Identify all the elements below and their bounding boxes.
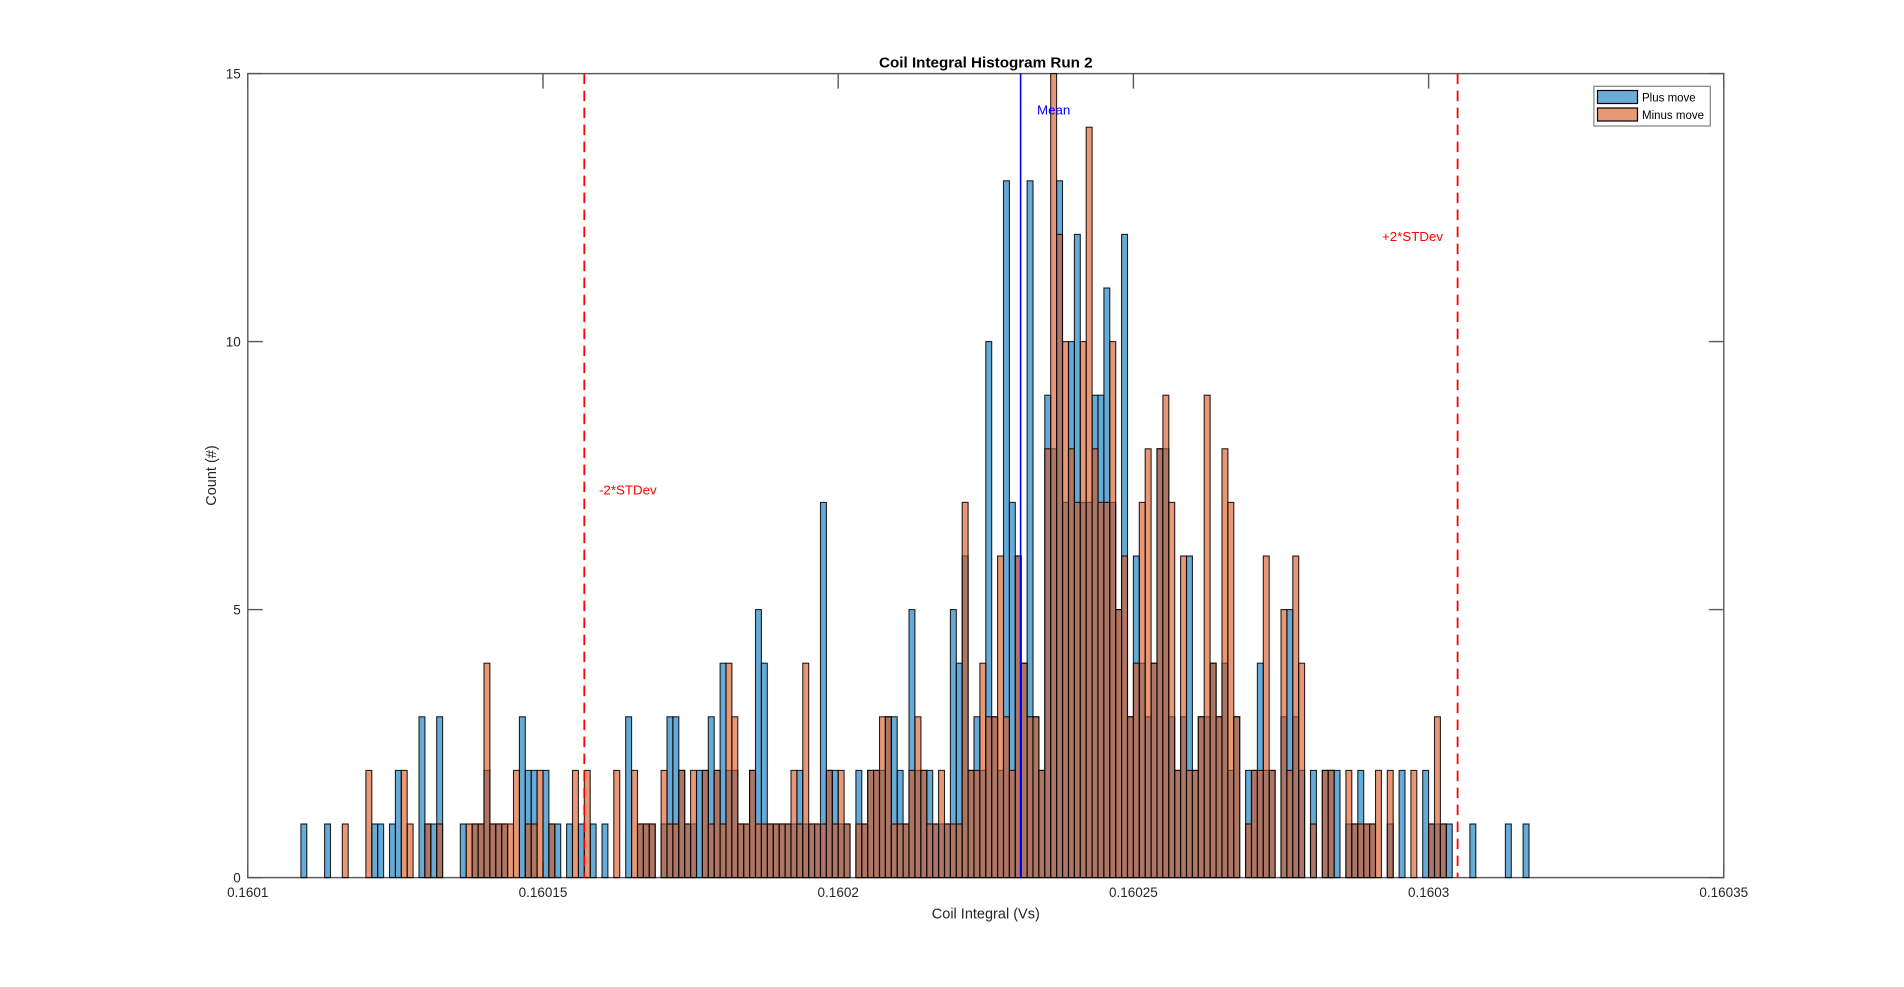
svg-text:+2*STDev: +2*STDev: [1382, 229, 1443, 244]
svg-text:0.16015: 0.16015: [519, 885, 568, 900]
svg-text:Mean: Mean: [1037, 103, 1070, 118]
svg-text:10: 10: [226, 335, 241, 350]
svg-text:0.16035: 0.16035: [1699, 885, 1748, 900]
svg-text:0.1602: 0.1602: [818, 885, 859, 900]
svg-text:5: 5: [233, 603, 241, 618]
svg-text:Minus move: Minus move: [1642, 110, 1704, 122]
svg-text:Count (#): Count (#): [204, 445, 220, 505]
svg-text:15: 15: [226, 67, 241, 82]
svg-text:Coil Integral (Vs): Coil Integral (Vs): [932, 907, 1040, 923]
svg-text:0.16025: 0.16025: [1109, 885, 1158, 900]
svg-text:-2*STDev: -2*STDev: [599, 483, 657, 498]
svg-text:Plus move: Plus move: [1642, 93, 1696, 105]
svg-text:0.1603: 0.1603: [1408, 885, 1449, 900]
svg-text:0.1601: 0.1601: [227, 885, 268, 900]
svg-text:0: 0: [233, 871, 241, 886]
svg-text:Coil Integral Histogram Run 2: Coil Integral Histogram Run 2: [879, 55, 1093, 72]
